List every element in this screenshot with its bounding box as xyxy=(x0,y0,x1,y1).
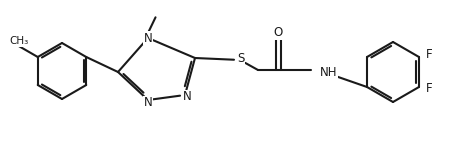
Text: N: N xyxy=(143,32,152,45)
Text: N: N xyxy=(183,91,191,104)
Text: CH₃: CH₃ xyxy=(9,36,28,46)
Text: F: F xyxy=(426,48,433,61)
Text: NH: NH xyxy=(320,66,337,80)
Text: N: N xyxy=(143,97,152,110)
Text: S: S xyxy=(237,53,244,66)
Text: O: O xyxy=(273,27,283,40)
Text: F: F xyxy=(426,82,433,95)
